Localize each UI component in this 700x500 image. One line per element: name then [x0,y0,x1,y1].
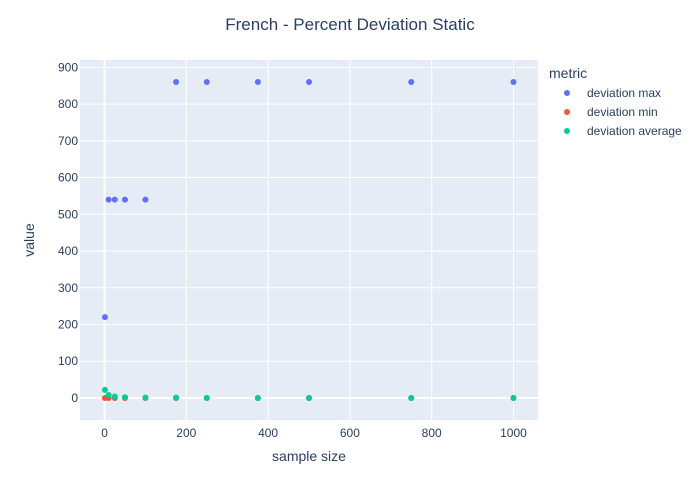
point-deviation-max [254,79,261,86]
legend-marker-deviation-max [564,90,570,96]
plot-background [80,60,538,420]
x-tick-label: 600 [340,426,360,440]
y-tick-label: 0 [71,391,78,405]
legend: metric deviation max deviation min deviati… [549,65,682,138]
point-deviation-max [121,196,128,203]
point-deviation-max [510,79,517,86]
x-tick-label: 0 [101,426,108,440]
y-tick-label: 200 [58,317,78,331]
legend-label-deviation-min: deviation min [587,105,658,119]
x-tick-labels: 0 200 400 600 800 1000 [101,426,527,440]
point-deviation-average [111,393,118,400]
y-tick-label: 400 [58,244,78,258]
y-tick-label: 900 [58,60,78,74]
point-deviation-average [408,394,415,401]
x-tick-label: 400 [258,426,278,440]
grid-lines [80,60,538,420]
point-deviation-max [408,79,415,86]
point-deviation-max [142,196,149,203]
point-deviation-max [111,196,118,203]
y-tick-label: 300 [58,281,78,295]
chart-title: French - Percent Deviation Static [225,15,475,34]
x-tick-label: 800 [422,426,442,440]
point-deviation-max [173,79,180,86]
legend-title: metric [549,65,587,81]
legend-marker-deviation-average [564,128,570,134]
y-tick-labels: 0 100 200 300 400 500 600 700 800 900 [58,60,78,405]
point-deviation-average [101,386,108,393]
data-points [101,79,517,401]
point-deviation-average [173,394,180,401]
point-deviation-max [203,79,210,86]
x-axis-title: sample size [272,448,346,464]
point-deviation-average [306,394,312,401]
point-deviation-max [306,79,312,86]
point-deviation-average [105,392,112,399]
point-deviation-average [254,394,261,401]
point-deviation-average [203,394,210,401]
point-deviation-max [101,314,108,321]
point-deviation-max [105,196,112,203]
legend-label-deviation-max: deviation max [587,86,661,100]
y-tick-label: 100 [58,354,78,368]
y-tick-label: 600 [58,171,78,185]
point-deviation-average [121,394,128,401]
legend-label-deviation-average: deviation average [587,124,682,138]
x-tick-label: 1000 [500,426,527,440]
y-tick-label: 700 [58,134,78,148]
y-tick-label: 800 [58,97,78,111]
x-tick-label: 200 [176,426,196,440]
point-deviation-average [142,394,149,401]
point-deviation-average [510,394,517,401]
y-tick-label: 500 [58,207,78,221]
legend-marker-deviation-min [564,109,570,115]
y-axis-title: value [21,223,37,257]
